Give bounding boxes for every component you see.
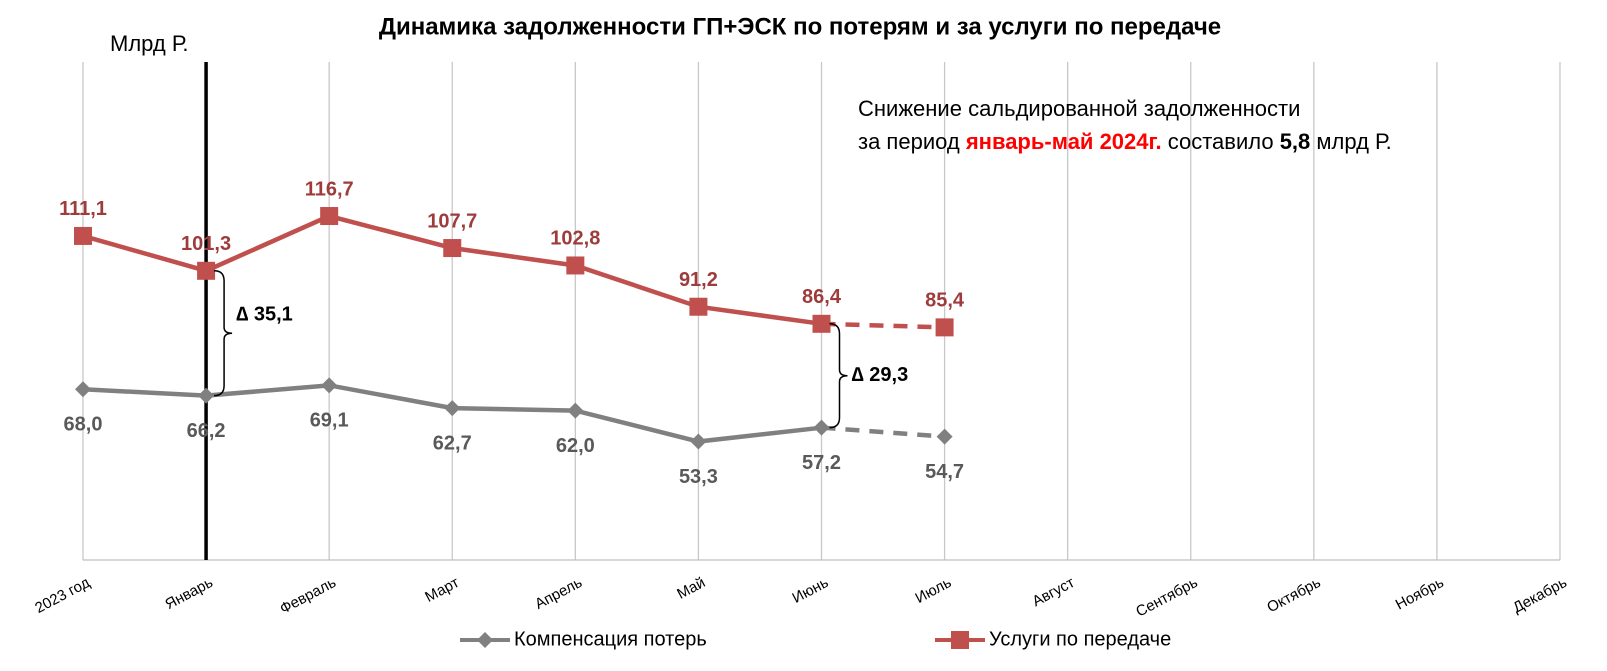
chart-title: Динамика задолженности ГП+ЭСК по потерям… xyxy=(379,13,1221,40)
delta-brace xyxy=(829,323,848,429)
data-label: 57,2 xyxy=(802,452,841,474)
delta-label: ∆ 35,1 xyxy=(236,304,293,326)
data-label: 66,2 xyxy=(187,420,226,442)
data-label: 86,4 xyxy=(802,286,842,308)
series-line-dashed xyxy=(821,321,945,330)
note-text: составило xyxy=(1167,129,1274,154)
marker xyxy=(813,419,830,436)
x-tick-label: Март xyxy=(422,574,462,606)
x-tick-label: Февраль xyxy=(277,574,339,618)
data-label: 102,8 xyxy=(550,228,600,250)
data-label: 85,4 xyxy=(925,290,965,312)
marker xyxy=(935,318,954,337)
delta-brace xyxy=(214,270,233,397)
note-text: млрд Р. xyxy=(1316,129,1392,154)
x-tick-label: Июнь xyxy=(790,574,832,607)
data-label: 54,7 xyxy=(925,461,964,483)
x-tick-label: Октябрь xyxy=(1264,574,1323,616)
note-line: за период январь-май 2024г. составило 5,… xyxy=(858,125,1392,158)
data-label: 91,2 xyxy=(679,269,718,291)
marker xyxy=(321,377,338,394)
marker xyxy=(320,207,339,226)
x-tick-label: Июль xyxy=(913,574,955,607)
data-label: 68,0 xyxy=(64,414,103,436)
x-tick-label: 2023 год xyxy=(32,574,93,617)
marker xyxy=(690,433,707,450)
marker xyxy=(936,428,953,445)
marker xyxy=(566,256,585,275)
marker xyxy=(812,314,831,333)
note-amount: 5,8 xyxy=(1279,129,1311,154)
x-tick-label: Декабрь xyxy=(1510,574,1570,617)
legend-label: Услуги по передаче xyxy=(989,628,1171,650)
legend-marker xyxy=(477,632,493,648)
x-tick-label: Ноябрь xyxy=(1393,574,1447,614)
data-label: 62,0 xyxy=(556,435,595,457)
x-tick-label: Апрель xyxy=(532,574,585,613)
marker xyxy=(198,387,215,404)
legend-marker xyxy=(951,631,969,649)
marker xyxy=(443,239,462,258)
data-label: 111,1 xyxy=(59,198,107,220)
marker xyxy=(74,226,92,245)
legend-label: Компенсация потерь xyxy=(514,628,707,650)
delta-label: ∆ 29,3 xyxy=(852,364,909,386)
series-line-dashed xyxy=(821,425,945,439)
data-label: 69,1 xyxy=(310,410,349,432)
annotation: Снижение сальдированной задолженности за… xyxy=(858,92,1392,158)
y-axis-label: Млрд Р. xyxy=(110,31,188,56)
data-label: 62,7 xyxy=(433,432,472,454)
x-tick-label: Май xyxy=(674,574,708,603)
x-tick-label: Сентябрь xyxy=(1133,574,1200,621)
note-line: Снижение сальдированной задолженности xyxy=(858,96,1301,121)
note-text: за период xyxy=(858,129,960,154)
data-label: 53,3 xyxy=(679,466,718,488)
marker xyxy=(444,400,461,417)
marker xyxy=(567,402,584,419)
data-label: 101,3 xyxy=(181,233,231,255)
marker xyxy=(75,381,91,398)
data-label: 107,7 xyxy=(427,210,477,232)
note-period: январь-май 2024г. xyxy=(965,129,1162,154)
x-tick-label: Январь xyxy=(162,574,216,613)
data-label: 116,7 xyxy=(305,178,354,200)
marker xyxy=(689,297,708,316)
marker xyxy=(197,261,216,280)
x-tick-label: Август xyxy=(1030,574,1078,610)
